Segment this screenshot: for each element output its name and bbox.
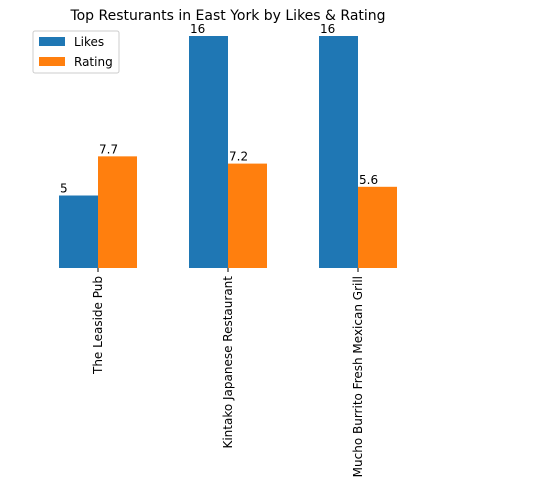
data-label-rating-0: 7.7 [99,142,118,156]
data-label-rating-2: 5.6 [359,173,378,187]
x-ticks-group: The Leaside Pub Kintako Japanese Restaura… [91,268,365,477]
bar-likes-1 [189,36,228,268]
bar-likes-0 [59,195,98,268]
data-label-rating-1: 7.2 [229,150,248,164]
chart-title: Top Resturants in East York by Likes & R… [69,8,385,24]
legend-swatch-rating [39,57,65,66]
legend-label-rating: Rating [74,55,113,69]
data-labels-group: 5 16 16 7.7 7.2 5.6 [60,22,378,196]
x-tick-label-1: Kintako Japanese Restaurant [221,276,235,449]
bars-group [59,36,397,268]
bar-rating-1 [228,163,267,268]
x-tick-label-2: Mucho Burrito Fresh Mexican Grill [351,276,365,477]
bar-rating-2 [358,186,397,268]
legend-swatch-likes [39,37,65,46]
bar-likes-2 [319,36,358,268]
bar-rating-0 [98,156,137,268]
data-label-likes-1: 16 [190,22,205,36]
legend: Likes Rating [32,30,120,74]
legend-label-likes: Likes [74,35,104,49]
data-label-likes-2: 16 [320,22,335,36]
x-tick-label-0: The Leaside Pub [91,276,105,375]
data-label-likes-0: 5 [60,182,68,196]
